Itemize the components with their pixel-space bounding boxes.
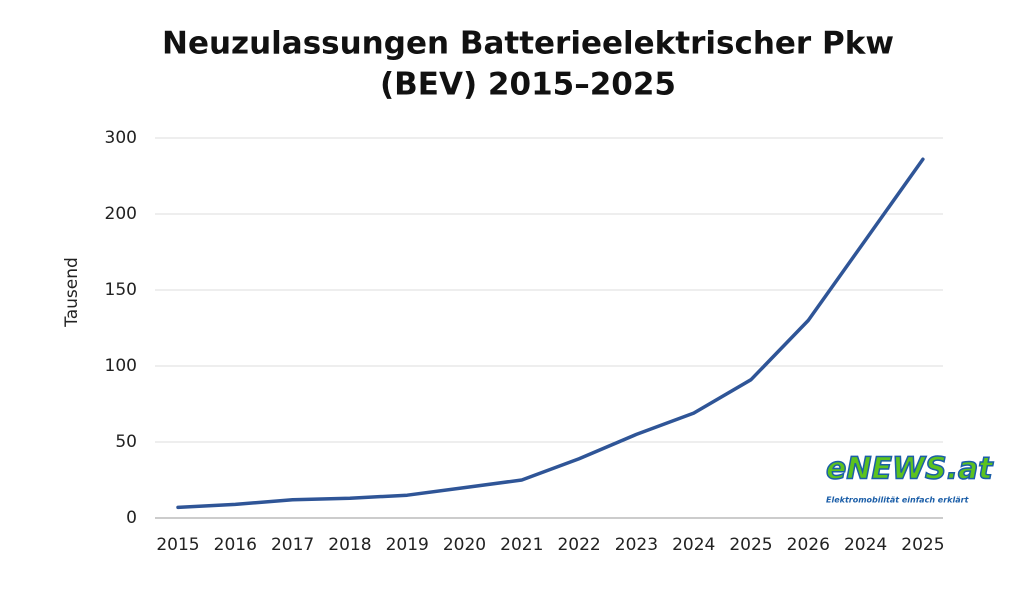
y-tick-label: 0	[126, 508, 137, 528]
x-tick-label: 2025	[901, 535, 944, 555]
y-tick-label: 150	[105, 280, 137, 300]
x-tick-label: 2026	[787, 535, 830, 555]
x-tick-label: 2022	[557, 535, 600, 555]
logo: eNEWS.at	[826, 452, 994, 487]
y-axis-label: Tausend	[62, 257, 82, 328]
x-tick-label: 2023	[615, 535, 658, 555]
x-tick-label: 2024	[672, 535, 715, 555]
x-tick-label: 2015	[156, 535, 199, 555]
x-tick-label: 2020	[443, 535, 486, 555]
y-tick-label: 100	[105, 356, 137, 376]
x-tick-label: 2018	[328, 535, 371, 555]
chart-title: Neuzulassungen Batterieelektrischer Pkw	[162, 26, 894, 62]
x-tick-label: 2024	[844, 535, 887, 555]
logo-tagline: Elektromobilität einfach erklärt	[826, 496, 970, 505]
x-tick-label: 2019	[386, 535, 429, 555]
x-tick-label: 2017	[271, 535, 314, 555]
y-tick-label: 200	[105, 204, 137, 224]
x-tick-label: 2025	[729, 535, 772, 555]
y-tick-label: 300	[105, 128, 137, 148]
chart-title: (BEV) 2015–2025	[380, 67, 676, 103]
plot-area: 0 50 100 150 200 300 2015 2016 2017 2018 2019 2020 2…	[105, 128, 945, 555]
data-line	[176, 157, 925, 510]
x-tick-label: 2021	[500, 535, 543, 555]
y-tick-label: 50	[115, 432, 137, 452]
x-tick-label: 2016	[214, 535, 257, 555]
